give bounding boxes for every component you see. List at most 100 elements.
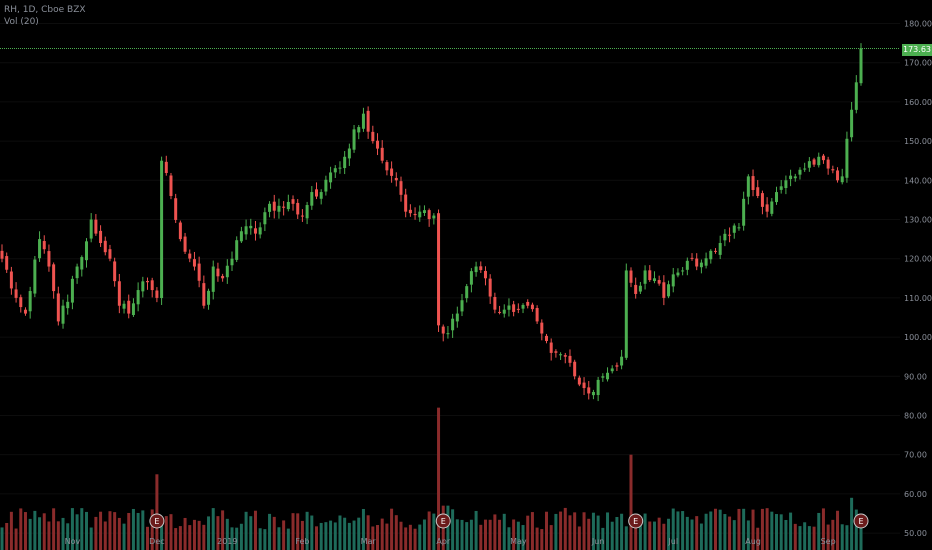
candle-body (94, 219, 98, 234)
volume-bar (221, 510, 225, 550)
candle-body (821, 155, 825, 161)
candle-body (84, 241, 88, 261)
volume-bar (357, 517, 361, 550)
candle-body (117, 281, 121, 306)
candle-body (216, 268, 220, 277)
volume-bar (559, 511, 563, 550)
earnings-badge[interactable]: E (149, 513, 165, 529)
earnings-badge[interactable]: E (628, 513, 644, 529)
candle-body (422, 210, 426, 213)
candle-body (728, 234, 732, 236)
volume-bar (798, 526, 802, 550)
candle-body (742, 198, 746, 226)
price-tick-label: 130.00 (904, 216, 932, 225)
volume-bar (329, 520, 333, 550)
candle-body (89, 219, 93, 239)
candle-body (521, 304, 525, 309)
earnings-badge[interactable]: E (853, 513, 869, 529)
candle-body (305, 205, 309, 219)
volume-bar (0, 527, 4, 550)
volume-bar (699, 523, 703, 550)
candle-body (488, 278, 492, 297)
volume-bar (784, 520, 788, 550)
volume-bar (765, 508, 769, 550)
volume-bar (277, 527, 281, 550)
candle-body (803, 168, 807, 170)
volume-bar (296, 513, 300, 550)
candle-body (33, 259, 37, 294)
candle-body (451, 318, 455, 331)
candle-body (235, 240, 239, 260)
candle-body (47, 251, 51, 267)
volume-bar (821, 508, 825, 550)
volume-bar (211, 508, 215, 550)
volume-bar (545, 511, 549, 550)
volume-bar (155, 474, 159, 550)
volume-bar (418, 524, 422, 550)
chart-legend: RH, 1D, Cboe BZX Vol (20) (4, 4, 86, 28)
candle-body (14, 289, 18, 298)
price-axis[interactable]: 50.00 60.00 70.00 80.00 90.00 100.00 110.00 120… (904, 20, 932, 539)
volume-bar (770, 511, 774, 550)
candle-body (446, 333, 450, 335)
volume-bar (89, 527, 93, 550)
volume-bar (338, 515, 342, 550)
price-tick-label: 170.00 (904, 59, 932, 68)
volume-bar (56, 521, 60, 550)
candle-body (840, 176, 844, 183)
volume-bar (596, 515, 600, 550)
price-tick-label: 60.00 (904, 490, 927, 499)
candle-body (638, 285, 642, 292)
volume-bar (136, 512, 140, 550)
candle-body (498, 311, 502, 313)
volume-bar (742, 508, 746, 550)
price-tick-label: 110.00 (904, 294, 932, 303)
candle-body (746, 176, 750, 197)
candle-body (160, 160, 164, 299)
candle-body (366, 110, 370, 132)
earnings-badge[interactable]: E (435, 513, 451, 529)
candle-body (282, 206, 286, 208)
volume-bar (9, 511, 13, 550)
volume-bar (469, 519, 473, 550)
volume-bar (38, 517, 42, 550)
volume-bar (638, 517, 642, 550)
candle-body (75, 266, 79, 279)
volume-bar (507, 527, 511, 550)
volume-bar (202, 524, 206, 550)
volume-bar (413, 528, 417, 550)
volume-bar (169, 514, 173, 550)
volume-bar (239, 523, 243, 550)
volume-bar (108, 511, 112, 550)
candle-body (268, 203, 272, 212)
volume-bar (620, 513, 624, 550)
time-tick-label: Jul (667, 537, 678, 546)
candle-body (770, 201, 774, 214)
volume-bar (502, 513, 506, 550)
volume-bar (33, 510, 37, 550)
price-tick-label: 50.00 (904, 529, 927, 538)
candle-body (850, 109, 854, 138)
volume-bar (122, 523, 126, 550)
candle-body (779, 186, 783, 190)
price-tick-label: 70.00 (904, 451, 927, 460)
volume-bar (61, 517, 65, 550)
time-axis[interactable]: Nov Dec 2019 Feb Mar Apr May Jun Jul Aug Sep (65, 537, 836, 546)
volume-bar (305, 511, 309, 550)
volume-bar (376, 525, 380, 550)
volume-bar (207, 516, 211, 550)
candle-body (122, 303, 126, 309)
volume-bar (775, 514, 779, 550)
candle-body (5, 256, 9, 270)
volume-bar (23, 512, 27, 550)
candle-body (338, 167, 342, 169)
volume-bar (807, 526, 811, 550)
candle-body (427, 210, 431, 220)
price-tick-label: 90.00 (904, 372, 927, 381)
candle-body (371, 131, 375, 142)
volume-bar (84, 511, 88, 550)
candle-body (667, 284, 671, 297)
candle-body (798, 169, 802, 175)
